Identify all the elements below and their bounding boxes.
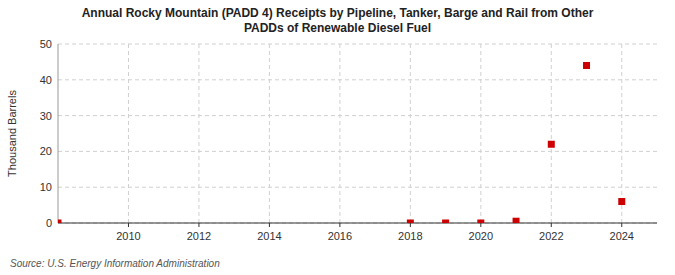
point [513,218,520,223]
point [407,220,414,224]
x-grid-line [551,44,552,223]
y-axis-label: Thousand Barrels [6,90,18,177]
x-axis-line [58,223,657,224]
axes: 0 10 20 30 40 50 2010 2012 2014 2016 2018 2020 2022 2… [40,38,657,242]
y-grid-line [58,115,657,116]
x-grid-line [128,44,129,223]
x-tick [551,223,552,227]
x-tick-label: 2016 [328,230,352,242]
y-tick-label: 50 [40,38,52,50]
point [58,220,62,224]
point [548,141,555,148]
x-grid-line [480,44,481,223]
y-tick-label: 20 [40,145,52,157]
x-tick [198,223,199,227]
y-grid-line [58,151,657,152]
x-grid-line [198,44,199,223]
x-grid-line [269,44,270,223]
point [618,198,625,205]
x-grid-line [410,44,411,223]
x-grid-line [339,44,340,223]
x-tick-label: 2014 [257,230,281,242]
point [442,220,449,224]
y-tick-label: 0 [46,217,52,229]
y-tick-label: 30 [40,110,52,122]
x-tick-label: 2020 [469,230,493,242]
x-tick-label: 2022 [539,230,563,242]
title: Annual Rocky Mountain (PADD 4) Receipts … [82,6,594,35]
x-tick-label: 2018 [398,230,422,242]
x-tick-label: 2012 [187,230,211,242]
x-tick [128,223,129,227]
y-axis-line [58,44,59,223]
y-grid-line [58,223,657,224]
y-tick-label: 10 [40,181,52,193]
x-tick [480,223,481,227]
x-tick [269,223,270,227]
points [58,62,625,223]
y-grid-line [58,187,657,188]
chart: Annual Rocky Mountain (PADD 4) Receipts … [0,0,675,275]
y-grid-line [58,44,657,45]
x-grid-line [621,44,622,223]
x-tick-label: 2024 [610,230,634,242]
point [477,220,484,224]
x-tick [339,223,340,227]
point [583,62,590,69]
grid [58,44,657,223]
x-tick-label: 2010 [116,230,140,242]
x-tick [410,223,411,227]
y-tick-label: 40 [40,74,52,86]
y-grid-line [58,79,657,80]
x-tick [621,223,622,227]
annotation: Source: U.S. Energy Information Administ… [10,258,220,269]
